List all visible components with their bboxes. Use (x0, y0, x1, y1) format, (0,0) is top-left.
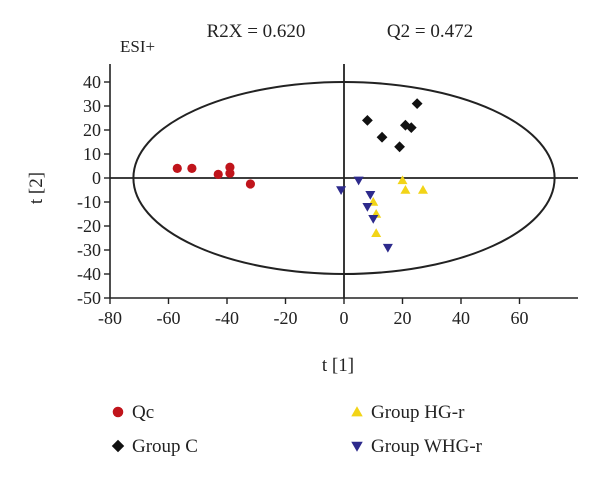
group-c-point (400, 119, 411, 131)
group-c-point (376, 131, 388, 143)
legend: Qc Group C Group HG-r Group WHG-r (111, 402, 483, 457)
plot-area: -50 -40 -30 -20 -10 0 10 20 30 40 -80 -60 -40 -20 0 20 4… (77, 64, 578, 328)
group-whg-r-point (353, 176, 364, 186)
group-c-point (394, 141, 405, 153)
group-whg-r-point (336, 186, 347, 195)
legend-marker-group-hg-r (351, 406, 363, 417)
x-tick-label: -80 (98, 308, 122, 328)
x-tick-label: 60 (511, 308, 529, 328)
y-tick-label: 30 (83, 96, 101, 116)
x-tick-label: -40 (215, 308, 239, 328)
esi-mode-label: ESI+ (120, 37, 155, 56)
y-tick-label: 10 (83, 144, 101, 164)
x-tick-label: 20 (394, 308, 412, 328)
legend-marker-group-c (111, 439, 125, 453)
qc-point (245, 179, 255, 189)
group-hg-r-point (397, 175, 408, 185)
legend-label-qc: Qc (132, 402, 154, 423)
group-c-point (405, 122, 417, 133)
x-tick-label: 40 (452, 308, 470, 328)
legend-item-group-whg-r: Group WHG-r (351, 436, 483, 457)
group-whg-r-point (382, 243, 393, 253)
y-tick-label: -50 (77, 288, 101, 308)
legend-label-group-hg-r: Group HG-r (371, 402, 465, 423)
y-tick-label: 0 (92, 168, 101, 188)
y-tick-label: 20 (83, 120, 101, 140)
legend-marker-group-whg-r (351, 441, 363, 452)
y-tick-label: 40 (83, 72, 101, 92)
group-whg-r-point (362, 203, 373, 212)
group-whg-r-point (368, 215, 379, 224)
legend-label-group-c: Group C (132, 436, 198, 457)
x-tick-label: -60 (157, 308, 181, 328)
q2-stat-label: Q2 = 0.472 (387, 21, 473, 42)
group-hg-r-point (400, 185, 411, 194)
group-c-point (411, 98, 423, 109)
y-tick-label: -30 (77, 240, 101, 260)
legend-item-group-c: Group C (111, 436, 198, 457)
legend-item-group-hg-r: Group HG-r (351, 402, 465, 423)
legend-item-qc: Qc (112, 402, 154, 423)
qc-point (172, 163, 182, 173)
y-axis-title: t [2] (26, 172, 47, 204)
group-whg-r-point (365, 191, 376, 200)
qc-point (213, 169, 223, 179)
legend-marker-qc (112, 406, 124, 418)
y-tick-label: -40 (77, 264, 101, 284)
qc-point (225, 168, 235, 178)
group-c-point (362, 115, 373, 126)
x-tick-label: -20 (274, 308, 298, 328)
x-axis-title: t [1] (322, 355, 354, 376)
r2x-stat-label: R2X = 0.620 (207, 21, 306, 42)
legend-label-group-whg-r: Group WHG-r (371, 436, 483, 457)
qc-point (187, 163, 197, 173)
y-tick-label: -10 (77, 192, 101, 212)
group-hg-r-point (417, 185, 428, 194)
x-tick-label: 0 (340, 308, 349, 328)
y-tick-label: -20 (77, 216, 101, 236)
group-hg-r-point (371, 228, 382, 237)
